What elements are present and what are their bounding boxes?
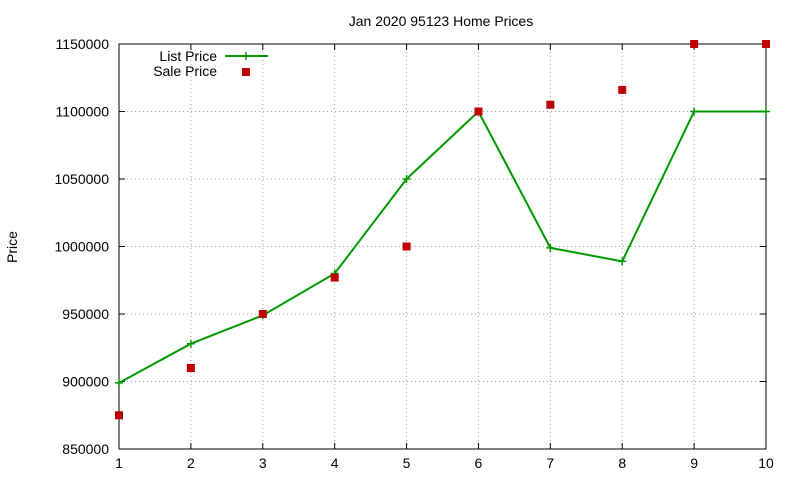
legend-label-list-price: List Price (159, 48, 217, 64)
y-axis-label: Price (4, 231, 20, 263)
series-layer (115, 40, 770, 420)
data-point-list-price (762, 107, 770, 116)
data-point-list-price (402, 175, 411, 183)
data-point-sale-price (618, 85, 627, 94)
y-tick-label: 950000 (62, 306, 109, 322)
data-point-list-price (690, 107, 699, 116)
legend-marker-list-price (242, 52, 250, 60)
series-line-list-price (118, 109, 766, 384)
x-tick-label: 8 (618, 455, 626, 471)
legend: List Price Sale Price (153, 48, 268, 79)
data-point-sale-price (330, 273, 339, 282)
data-point-sale-price (762, 40, 770, 48)
legend-marker-sale-price (242, 68, 250, 76)
grid-lines (119, 44, 766, 449)
data-point-list-price (115, 378, 123, 387)
x-tick-label: 10 (758, 455, 774, 471)
x-tick-label: 7 (546, 455, 554, 471)
x-tick-label: 1 (115, 455, 123, 471)
data-point-list-price (618, 257, 627, 266)
data-point-sale-price (258, 310, 267, 318)
data-point-sale-price (402, 242, 411, 251)
x-tick-label: 9 (690, 455, 698, 471)
y-tick-label: 900000 (62, 374, 109, 390)
y-tick-label: 1100000 (56, 104, 110, 120)
axis-ticks: 850000 900000 950000 1000000 1050000 1100000 1… (54, 36, 774, 471)
data-point-list-price (186, 339, 195, 348)
y-tick-label: 1150000 (56, 36, 110, 52)
chart-title: Jan 2020 95123 Home Prices (349, 13, 533, 29)
data-point-sale-price (546, 100, 555, 109)
y-tick-label: 850000 (62, 441, 109, 457)
x-tick-label: 5 (403, 455, 411, 471)
x-tick-label: 4 (331, 455, 339, 471)
y-tick-label: 1050000 (54, 171, 109, 187)
data-point-sale-price (690, 40, 699, 48)
plot-border (118, 43, 767, 450)
x-tick-label: 2 (187, 455, 195, 471)
y-tick-label: 1000000 (54, 239, 109, 255)
x-tick-label: 3 (259, 455, 267, 471)
data-point-sale-price (474, 107, 483, 116)
legend-label-sale-price: Sale Price (153, 63, 217, 79)
data-point-list-price (546, 243, 555, 252)
data-point-sale-price (186, 364, 195, 372)
data-point-sale-price (115, 411, 123, 420)
x-tick-label: 6 (475, 455, 483, 471)
